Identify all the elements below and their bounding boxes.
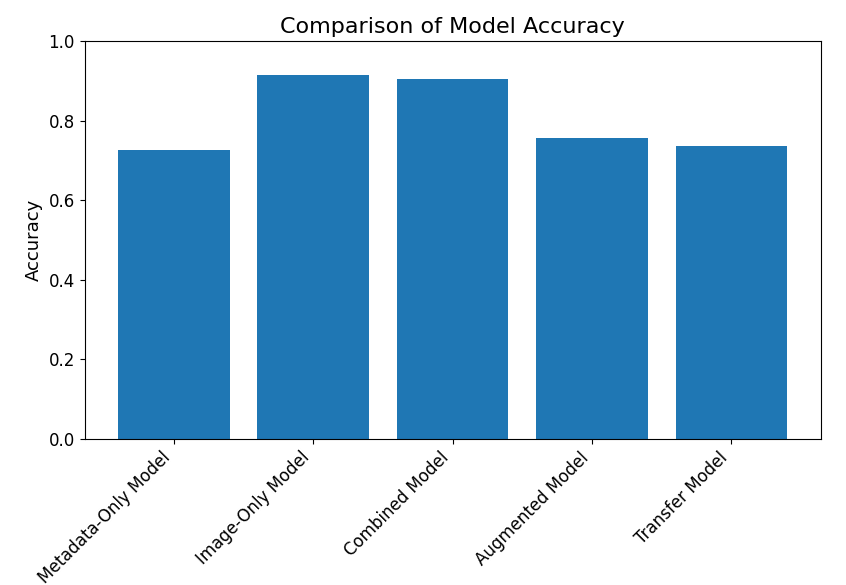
Bar (257, 75, 369, 439)
Bar (118, 150, 229, 439)
Y-axis label: Accuracy: Accuracy (25, 199, 43, 281)
Bar (397, 79, 508, 439)
Title: Comparison of Model Accuracy: Comparison of Model Accuracy (280, 16, 625, 37)
Bar (676, 146, 787, 439)
Bar (536, 139, 648, 439)
